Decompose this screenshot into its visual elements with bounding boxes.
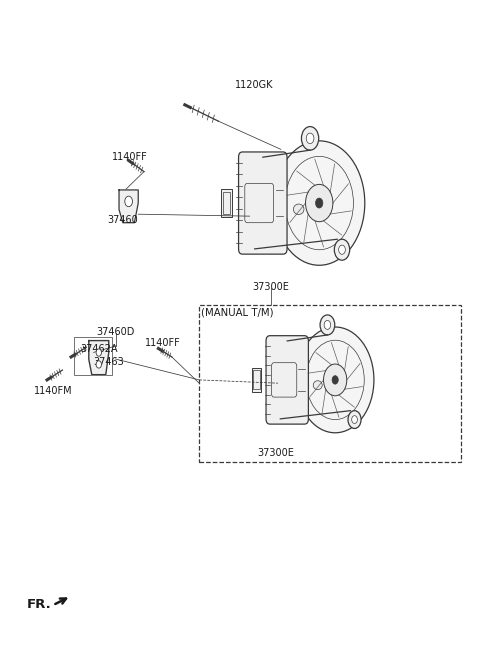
- Circle shape: [274, 141, 365, 265]
- Text: 1120GK: 1120GK: [235, 81, 274, 90]
- Polygon shape: [119, 190, 138, 223]
- Bar: [199, 305, 461, 462]
- Circle shape: [125, 196, 132, 207]
- Text: 37462A: 37462A: [81, 345, 118, 354]
- Text: 37300E: 37300E: [258, 448, 294, 458]
- Bar: [74, 337, 112, 375]
- Circle shape: [348, 411, 361, 428]
- Text: 37460: 37460: [107, 215, 138, 225]
- Ellipse shape: [313, 381, 322, 390]
- Circle shape: [324, 320, 331, 329]
- Text: FR.: FR.: [26, 598, 51, 611]
- Text: 1140FF: 1140FF: [145, 338, 181, 348]
- Circle shape: [315, 198, 323, 208]
- Circle shape: [96, 361, 101, 368]
- Circle shape: [324, 364, 347, 396]
- Polygon shape: [89, 341, 109, 375]
- Circle shape: [320, 315, 335, 335]
- Text: 37463: 37463: [94, 357, 124, 367]
- Text: (MANUAL T/M): (MANUAL T/M): [201, 308, 274, 318]
- Text: 1140FF: 1140FF: [112, 153, 147, 162]
- Circle shape: [96, 349, 101, 356]
- Circle shape: [352, 416, 358, 424]
- Bar: [253, 371, 260, 389]
- Circle shape: [306, 184, 333, 221]
- Circle shape: [301, 126, 319, 150]
- Bar: [252, 367, 261, 392]
- Ellipse shape: [293, 204, 304, 215]
- Circle shape: [297, 327, 374, 433]
- Circle shape: [334, 239, 350, 260]
- FancyBboxPatch shape: [239, 152, 287, 254]
- Text: 37460D: 37460D: [96, 328, 134, 337]
- Text: 1140FM: 1140FM: [34, 386, 72, 396]
- Text: 37300E: 37300E: [253, 282, 289, 292]
- Bar: [221, 189, 232, 217]
- Circle shape: [339, 245, 346, 254]
- Bar: [223, 192, 230, 214]
- Circle shape: [306, 133, 314, 143]
- FancyBboxPatch shape: [266, 335, 309, 424]
- Circle shape: [332, 376, 338, 384]
